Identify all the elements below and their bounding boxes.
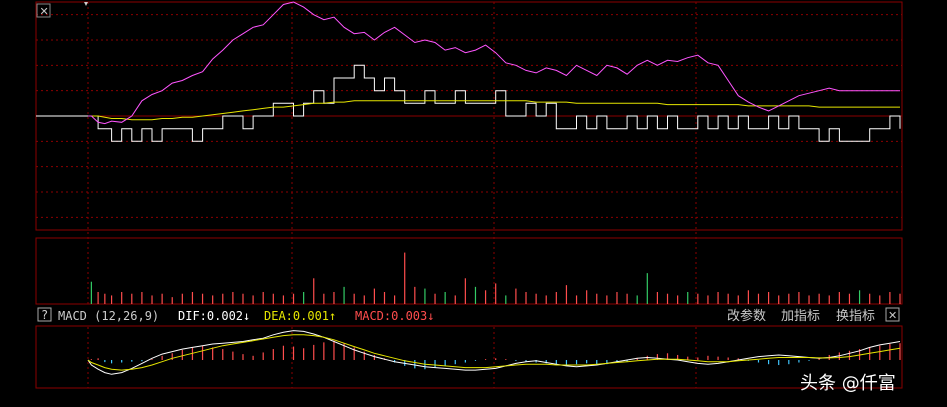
top-close-icon[interactable]: ✕ xyxy=(40,5,49,18)
macd-bars xyxy=(87,330,901,375)
close-indicator-button[interactable] xyxy=(885,307,900,322)
macd-value: MACD:0.003↓ xyxy=(355,309,434,323)
price-lines xyxy=(36,1,901,142)
panel-frame-1 xyxy=(35,237,903,305)
grid-lines xyxy=(35,1,903,389)
help-button[interactable] xyxy=(37,307,52,322)
top-close-button[interactable] xyxy=(36,3,51,18)
close-icon[interactable]: ✕ xyxy=(888,309,897,322)
watermark: 头条 @仟富 xyxy=(800,373,896,394)
average-price-line xyxy=(88,100,900,121)
volume-bars xyxy=(90,252,901,304)
index-line xyxy=(88,1,900,125)
cursor-marker-icon xyxy=(84,2,88,6)
switch-indicator-button[interactable]: 换指标 xyxy=(836,309,875,324)
indicator-bar xyxy=(36,306,902,324)
indicator-name: MACD (12,26,9) xyxy=(58,309,159,323)
price-line xyxy=(88,64,901,142)
help-icon[interactable]: ? xyxy=(41,308,48,322)
dea-value: DEA:0.001↑ xyxy=(264,309,336,323)
dea-line xyxy=(87,334,901,371)
dif-value: DIF:0.002↓ xyxy=(178,309,250,323)
dif-line xyxy=(87,330,901,375)
panel-frame-2 xyxy=(35,325,903,389)
change-params-button[interactable]: 改参数 xyxy=(727,308,766,324)
add-indicator-button[interactable]: 加指标 xyxy=(781,309,820,324)
